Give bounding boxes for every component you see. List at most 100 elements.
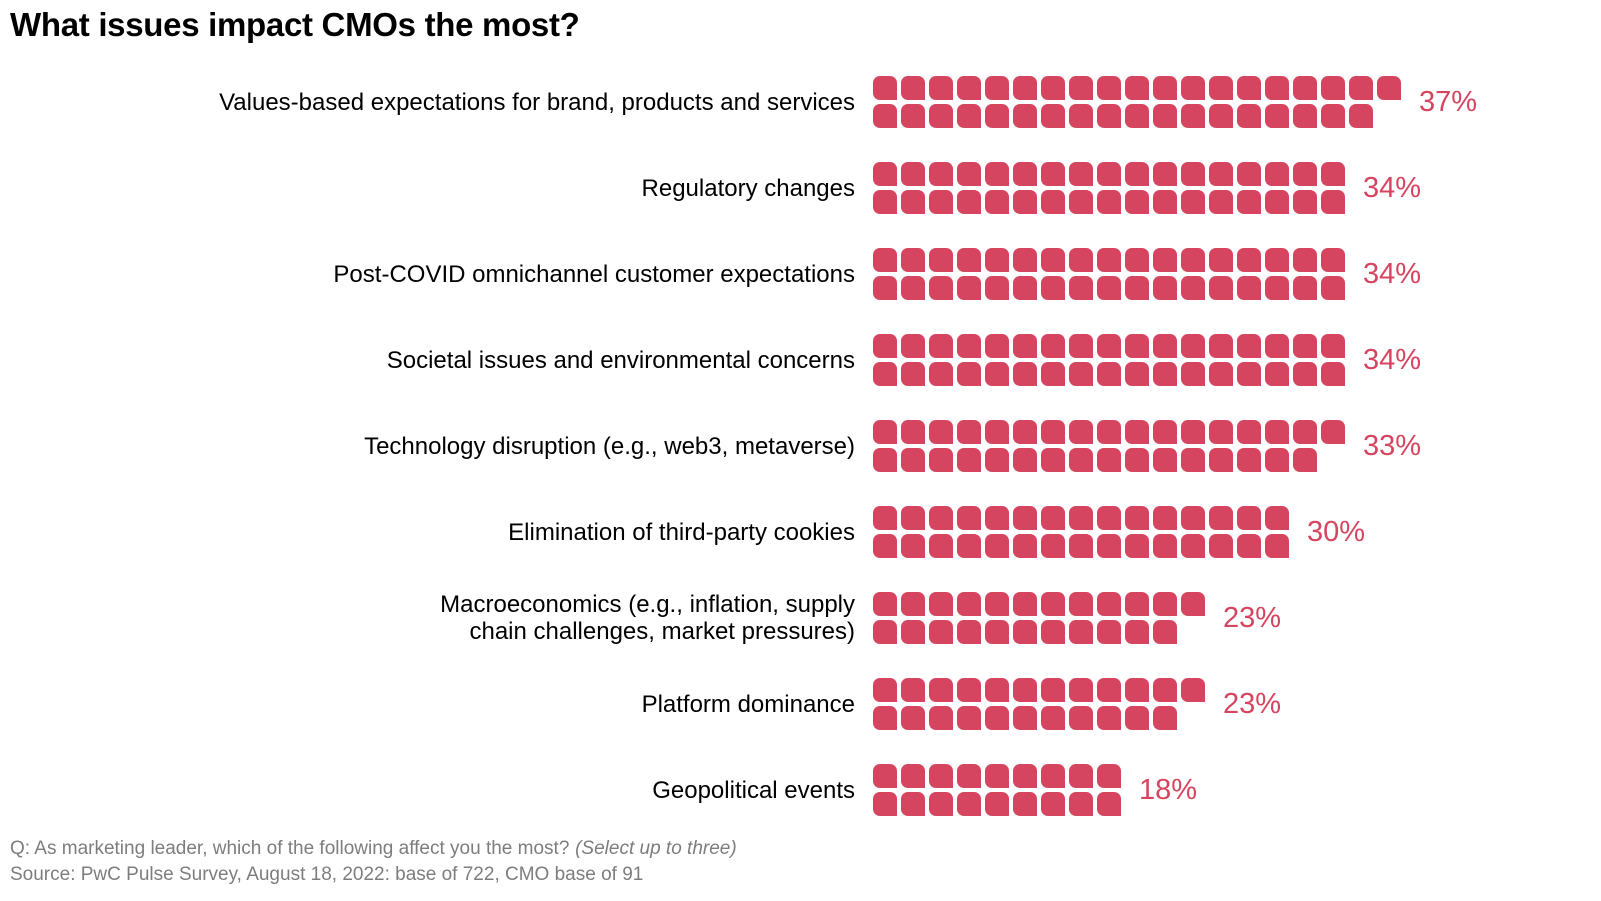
- unit-square: [929, 276, 953, 300]
- footnotes: Q: As marketing leader, which of the fol…: [10, 836, 737, 888]
- unit-square: [1237, 334, 1261, 358]
- chart-row: Platform dominance 23%: [0, 678, 1601, 730]
- unit-square: [1097, 764, 1121, 788]
- unit-square: [1069, 448, 1093, 472]
- unit-square: [985, 334, 1009, 358]
- unit-square: [1013, 76, 1037, 100]
- unit-square: [901, 362, 925, 386]
- unit-square: [957, 506, 981, 530]
- unit-square: [873, 362, 897, 386]
- unit-square: [1321, 334, 1345, 358]
- unit-square: [1041, 162, 1065, 186]
- pictogram-rows: Values-based expectations for brand, pro…: [0, 76, 1601, 816]
- unit-square: [873, 706, 897, 730]
- unit-square: [985, 76, 1009, 100]
- unit-square: [1237, 162, 1261, 186]
- unit-square: [1321, 276, 1345, 300]
- category-label: Societal issues and environmental concer…: [386, 346, 855, 374]
- unit-square: [1237, 534, 1261, 558]
- unit-square: [873, 162, 897, 186]
- unit-square: [957, 276, 981, 300]
- unit-square: [1209, 534, 1233, 558]
- unit-square: [1097, 190, 1121, 214]
- unit-square: [1265, 534, 1289, 558]
- unit-square: [1181, 448, 1205, 472]
- unit-square: [1069, 76, 1093, 100]
- unit-square: [1181, 104, 1205, 128]
- unit-square: [1069, 162, 1093, 186]
- unit-square: [929, 334, 953, 358]
- unit-square: [1013, 706, 1037, 730]
- unit-square: [1125, 76, 1149, 100]
- unit-square: [1237, 420, 1261, 444]
- unit-square: [1069, 248, 1093, 272]
- unit-square: [985, 592, 1009, 616]
- unit-square: [1153, 592, 1177, 616]
- unit-square: [985, 620, 1009, 644]
- unit-square: [1293, 190, 1317, 214]
- unit-square: [901, 534, 925, 558]
- unit-square: [985, 764, 1009, 788]
- unit-square: [985, 420, 1009, 444]
- chart-row: Technology disruption (e.g., web3, metav…: [0, 420, 1601, 472]
- unit-square: [1265, 506, 1289, 530]
- unit-square: [1209, 362, 1233, 386]
- unit-square: [901, 592, 925, 616]
- unit-square: [901, 162, 925, 186]
- unit-square: [1041, 534, 1065, 558]
- unit-square: [1321, 76, 1345, 100]
- unit-square: [929, 162, 953, 186]
- unit-square: [1237, 448, 1261, 472]
- unit-square: [1125, 362, 1149, 386]
- unit-square: [901, 706, 925, 730]
- unit-square: [1125, 248, 1149, 272]
- chart-canvas: What issues impact CMOs the most? Values…: [0, 6, 1601, 901]
- unit-square: [985, 792, 1009, 816]
- unit-square: [1125, 678, 1149, 702]
- unit-square: [1181, 592, 1205, 616]
- unit-square: [873, 190, 897, 214]
- unit-square: [873, 764, 897, 788]
- unit-square: [873, 448, 897, 472]
- unit-square: [873, 792, 897, 816]
- unit-square: [1125, 190, 1149, 214]
- unit-square: [1293, 334, 1317, 358]
- unit-square: [1097, 248, 1121, 272]
- unit-square: [929, 764, 953, 788]
- chart-row: Post-COVID omnichannel customer expectat…: [0, 248, 1601, 300]
- unit-square: [1069, 678, 1093, 702]
- unit-square: [1013, 534, 1037, 558]
- unit-square: [1013, 420, 1037, 444]
- unit-square: [901, 678, 925, 702]
- value-label: 23%: [1223, 687, 1282, 720]
- unit-square: [1321, 162, 1345, 186]
- unit-square: [901, 620, 925, 644]
- unit-square: [1069, 276, 1093, 300]
- unit-square: [1181, 506, 1205, 530]
- unit-square: [929, 792, 953, 816]
- unit-square: [1237, 276, 1261, 300]
- category-label: Geopolitical events: [652, 776, 855, 804]
- chart-row: Societal issues and environmental concer…: [0, 334, 1601, 386]
- unit-square: [1181, 362, 1205, 386]
- chart-row: Elimination of third-party cookies 30%: [0, 506, 1601, 558]
- category-label: Macroeconomics (e.g., inflation, supply …: [440, 591, 855, 645]
- unit-square: [1265, 104, 1289, 128]
- unit-square: [985, 248, 1009, 272]
- unit-square: [1041, 764, 1065, 788]
- unit-square: [873, 420, 897, 444]
- unit-square: [1041, 706, 1065, 730]
- unit-square: [1069, 764, 1093, 788]
- unit-square: [957, 334, 981, 358]
- unit-square: [1041, 104, 1065, 128]
- unit-square: [1153, 248, 1177, 272]
- unit-square: [985, 190, 1009, 214]
- value-label: 34%: [1363, 343, 1422, 376]
- unit-square: [1069, 620, 1093, 644]
- unit-square: [1069, 706, 1093, 730]
- category-label: Technology disruption (e.g., web3, metav…: [364, 432, 855, 460]
- unit-square: [901, 448, 925, 472]
- unit-square: [1321, 362, 1345, 386]
- unit-square: [1293, 448, 1317, 472]
- unit-square: [1041, 678, 1065, 702]
